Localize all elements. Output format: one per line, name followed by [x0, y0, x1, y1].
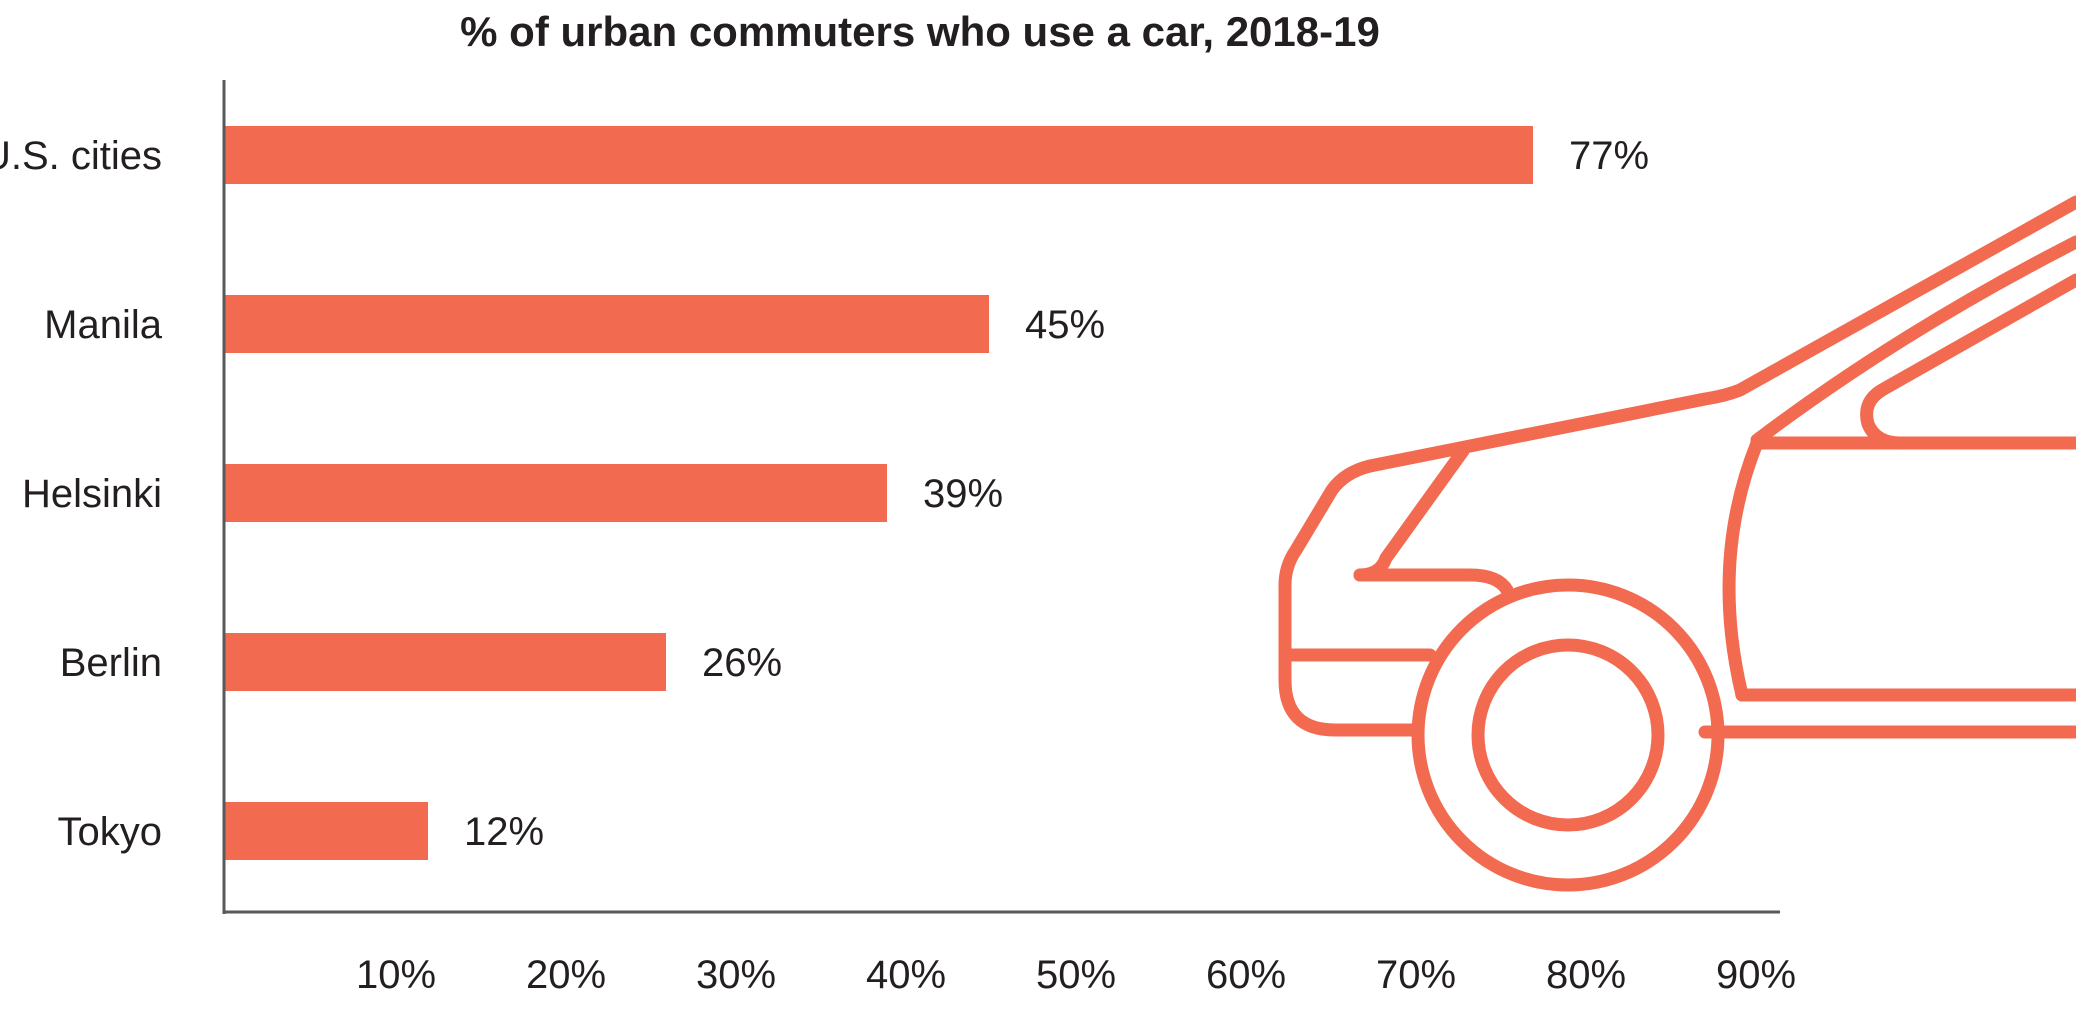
- x-tick-label: 50%: [1036, 953, 1116, 997]
- x-tick-label: 60%: [1206, 953, 1286, 997]
- x-tick-label: 10%: [356, 953, 436, 997]
- category-label: Tokyo: [58, 810, 163, 854]
- value-labels-group: 77% 45% 39% 26% 12%: [464, 134, 1649, 854]
- value-label: 12%: [464, 810, 544, 854]
- value-label: 45%: [1025, 303, 1105, 347]
- bar: [224, 295, 989, 353]
- bar: [224, 802, 428, 860]
- category-label: Helsinki: [22, 472, 162, 516]
- car-outline-icon: [1278, 195, 2076, 892]
- value-label: 39%: [923, 472, 1003, 516]
- bar: [224, 633, 666, 691]
- x-tick-label: 40%: [866, 953, 946, 997]
- x-tick-label: 90%: [1716, 953, 1796, 997]
- category-label: Manila: [44, 303, 163, 347]
- category-label: U.S. cities: [0, 134, 162, 178]
- category-labels-group: U.S. cities Manila Helsinki Berlin Tokyo: [0, 134, 163, 854]
- value-label: 77%: [1569, 134, 1649, 178]
- bar: [224, 126, 1533, 184]
- car-wheel-outer-icon: [1411, 578, 1725, 892]
- bar: [224, 464, 887, 522]
- value-label: 26%: [702, 641, 782, 685]
- category-label: Berlin: [60, 641, 162, 685]
- x-tick-labels-group: 10% 20% 30% 40% 50% 60% 70% 80% 90%: [356, 953, 1796, 997]
- x-tick-label: 20%: [526, 953, 606, 997]
- chart-title: % of urban commuters who use a car, 2018…: [460, 8, 1380, 55]
- car-wheel-inner-icon: [1471, 638, 1665, 832]
- x-tick-label: 70%: [1376, 953, 1456, 997]
- bars-group: [224, 126, 1533, 860]
- x-tick-label: 30%: [696, 953, 776, 997]
- x-tick-label: 80%: [1546, 953, 1626, 997]
